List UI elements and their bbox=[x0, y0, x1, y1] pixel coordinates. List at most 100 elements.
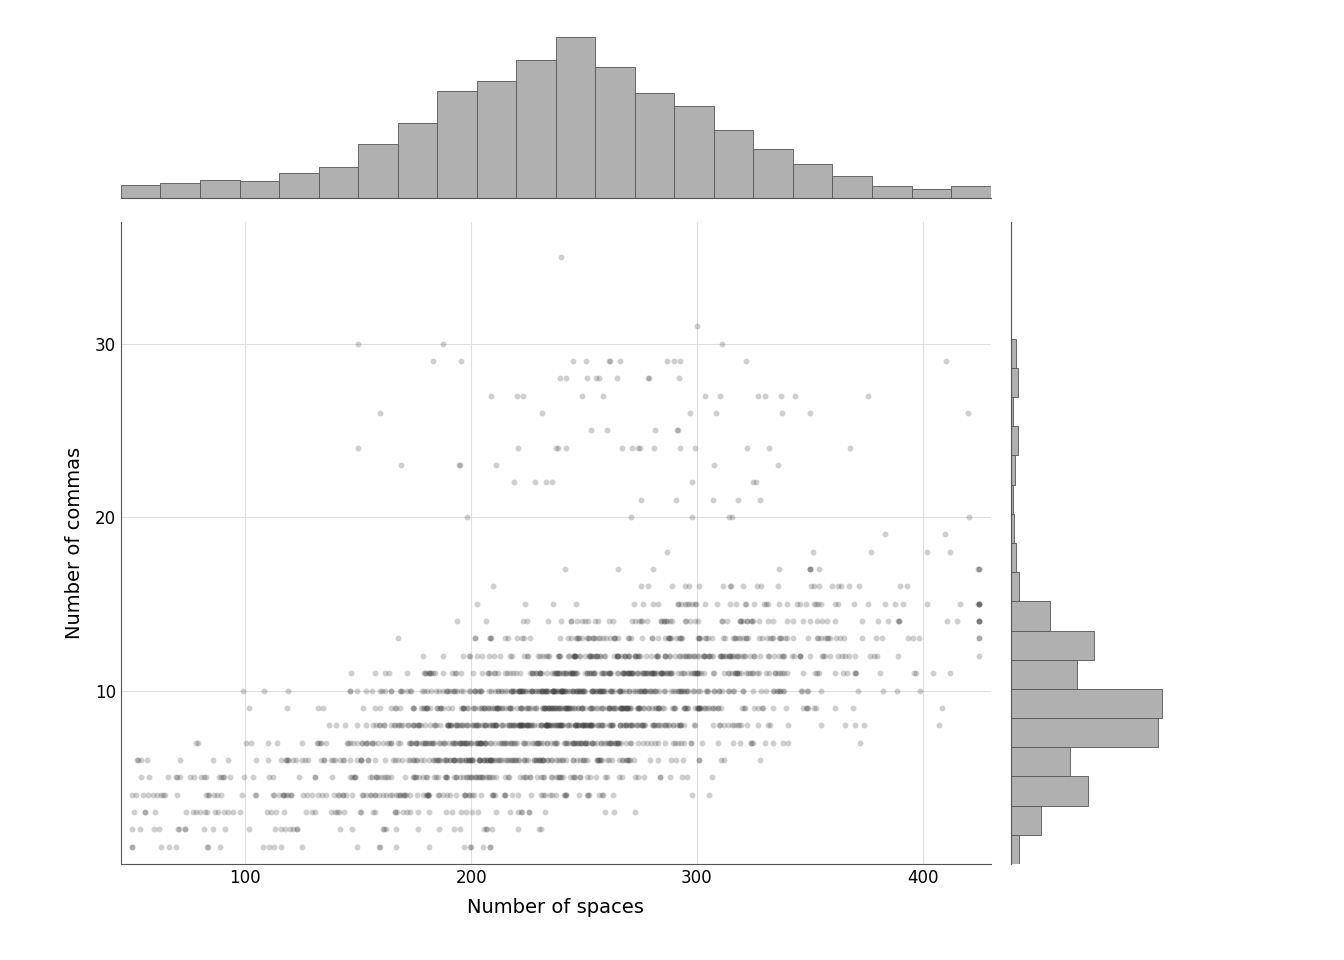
Point bbox=[538, 700, 559, 715]
Point bbox=[767, 665, 789, 681]
Point bbox=[556, 717, 578, 732]
Point bbox=[448, 457, 469, 472]
Point bbox=[673, 734, 695, 750]
Point bbox=[390, 700, 411, 715]
Point bbox=[550, 683, 571, 698]
Point bbox=[441, 717, 462, 732]
Point bbox=[551, 753, 573, 768]
Point bbox=[751, 700, 773, 715]
Point bbox=[656, 353, 677, 369]
Point bbox=[700, 648, 722, 663]
Point bbox=[668, 422, 689, 438]
Point bbox=[511, 717, 532, 732]
Point bbox=[969, 596, 991, 612]
Point bbox=[538, 700, 559, 715]
Point bbox=[452, 753, 473, 768]
Point bbox=[810, 631, 832, 646]
Point bbox=[655, 648, 676, 663]
Point bbox=[304, 770, 325, 785]
Point bbox=[540, 700, 562, 715]
Point bbox=[526, 700, 547, 715]
Point bbox=[534, 770, 555, 785]
Point bbox=[564, 700, 586, 715]
Point bbox=[612, 665, 633, 681]
Point bbox=[669, 596, 691, 612]
Point bbox=[487, 700, 508, 715]
Point bbox=[750, 579, 771, 594]
Point bbox=[618, 631, 640, 646]
Point bbox=[579, 717, 601, 732]
Point bbox=[671, 717, 692, 732]
Point bbox=[613, 648, 634, 663]
Point bbox=[439, 787, 461, 803]
Point bbox=[722, 683, 743, 698]
Point bbox=[512, 631, 534, 646]
Point bbox=[679, 579, 700, 594]
Point bbox=[480, 700, 501, 715]
Point bbox=[531, 405, 552, 420]
Point bbox=[452, 717, 473, 732]
Bar bbox=[1011, 426, 1017, 455]
Point bbox=[603, 631, 625, 646]
Point bbox=[478, 631, 500, 646]
Point bbox=[770, 388, 792, 403]
Bar bbox=[1011, 368, 1017, 397]
Point bbox=[597, 753, 618, 768]
Point bbox=[814, 631, 836, 646]
Point bbox=[591, 717, 613, 732]
Point bbox=[512, 388, 534, 403]
Point bbox=[535, 717, 556, 732]
Point bbox=[616, 734, 637, 750]
Point bbox=[903, 665, 925, 681]
Point bbox=[687, 700, 708, 715]
Point bbox=[887, 613, 909, 629]
Point bbox=[450, 753, 472, 768]
Point bbox=[571, 683, 593, 698]
Point bbox=[687, 631, 708, 646]
Point bbox=[641, 717, 663, 732]
Point bbox=[532, 683, 554, 698]
Point bbox=[418, 753, 439, 768]
Point bbox=[844, 665, 866, 681]
Point bbox=[560, 613, 582, 629]
Bar bbox=[437, 91, 477, 198]
Point bbox=[273, 787, 294, 803]
Point bbox=[562, 734, 583, 750]
Point bbox=[680, 734, 702, 750]
Point bbox=[384, 717, 406, 732]
Point bbox=[452, 734, 473, 750]
Point bbox=[660, 753, 681, 768]
Point bbox=[484, 753, 505, 768]
Point bbox=[757, 717, 778, 732]
Point bbox=[798, 562, 820, 577]
Point bbox=[366, 770, 387, 785]
Point bbox=[380, 770, 402, 785]
Point bbox=[598, 734, 620, 750]
Point bbox=[495, 683, 516, 698]
Point bbox=[415, 787, 437, 803]
Point bbox=[547, 665, 569, 681]
Point bbox=[504, 753, 526, 768]
Point bbox=[332, 753, 353, 768]
Point bbox=[672, 648, 694, 663]
Point bbox=[650, 665, 672, 681]
Point bbox=[564, 717, 586, 732]
Point bbox=[747, 700, 769, 715]
Point bbox=[473, 700, 495, 715]
Point bbox=[560, 631, 582, 646]
Point bbox=[810, 596, 832, 612]
Point bbox=[694, 648, 715, 663]
Point bbox=[462, 753, 484, 768]
Bar bbox=[595, 67, 634, 198]
Point bbox=[552, 770, 574, 785]
Point bbox=[543, 717, 564, 732]
Point bbox=[562, 665, 583, 681]
Point bbox=[429, 700, 450, 715]
Point bbox=[669, 353, 691, 369]
Y-axis label: Number of commas: Number of commas bbox=[65, 447, 83, 639]
Point bbox=[739, 665, 761, 681]
Point bbox=[734, 700, 755, 715]
Point bbox=[519, 665, 540, 681]
Point bbox=[607, 753, 629, 768]
Point bbox=[526, 734, 547, 750]
